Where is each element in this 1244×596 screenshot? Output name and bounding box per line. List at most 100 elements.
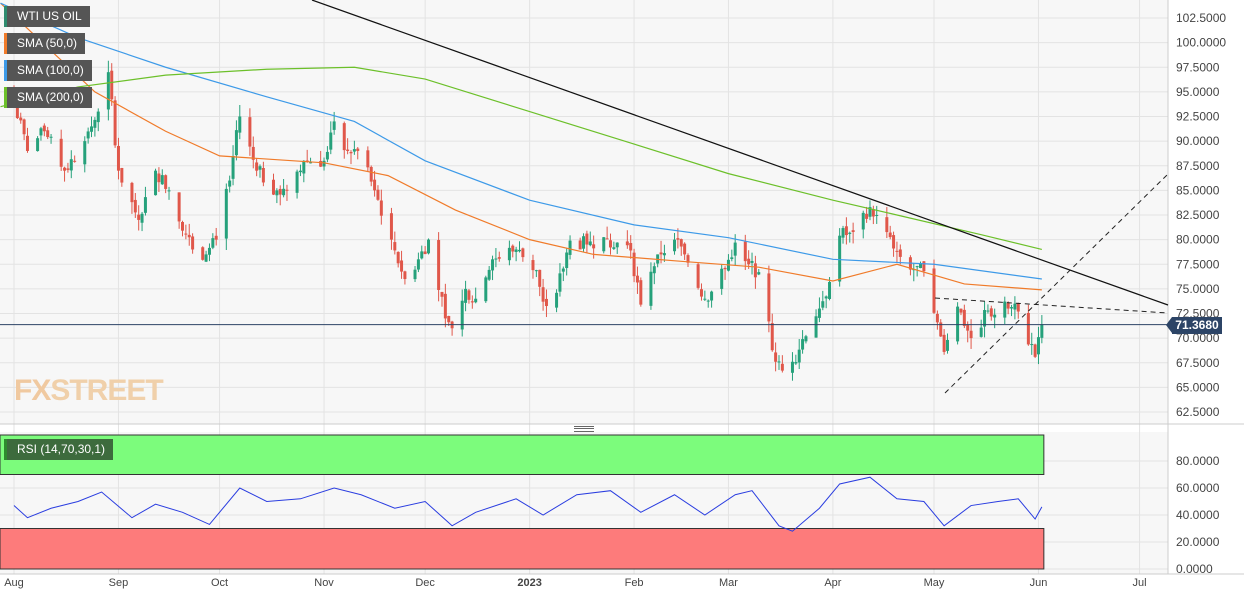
candle-body	[565, 252, 569, 269]
price-panel-bg	[0, 0, 1168, 424]
legend-symbol[interactable]: WTI US OIL	[4, 6, 90, 27]
y-tick-label: 95.0000	[1176, 85, 1220, 99]
candle-body	[750, 260, 754, 263]
y-tick-label: 70.0000	[1176, 331, 1220, 345]
candle-body	[63, 167, 67, 171]
rsi-oversold-zone	[0, 528, 1045, 570]
candle-body	[993, 314, 997, 318]
x-tick-label: Aug	[4, 577, 24, 589]
y-tick-label: 97.5000	[1176, 60, 1220, 74]
candle-body	[160, 175, 164, 185]
y-tick-label: 85.0000	[1176, 183, 1220, 197]
candle-body	[413, 269, 417, 280]
candle-body	[285, 189, 289, 191]
x-tick-label: Jul	[1133, 577, 1147, 589]
rsi-y-tick-label: 60.0000	[1176, 481, 1220, 495]
x-tick-label: May	[924, 577, 945, 589]
candle-body	[494, 258, 498, 260]
candle-body	[679, 239, 683, 247]
candle-body	[1033, 344, 1037, 357]
candle-body	[774, 352, 778, 362]
candle-body	[1016, 303, 1020, 312]
candle-body	[305, 160, 309, 162]
candle-body	[255, 162, 259, 171]
candle-body	[959, 308, 963, 313]
y-tick-label: 82.5000	[1176, 208, 1220, 222]
candle-body	[248, 117, 252, 147]
rsi-y-tick-label: 20.0000	[1176, 535, 1220, 549]
candle-body	[915, 266, 919, 268]
candle-body	[167, 190, 171, 192]
candle-body	[743, 241, 747, 262]
candle-body	[659, 252, 663, 255]
candle-body	[204, 254, 208, 262]
candle-body	[838, 235, 842, 282]
candle-body	[747, 258, 751, 265]
candle-body	[555, 292, 559, 308]
candle-body	[224, 188, 228, 239]
candle-body	[25, 135, 29, 151]
panel-resize-handle[interactable]	[574, 426, 594, 432]
candle-body	[851, 230, 855, 232]
candle-body	[93, 119, 97, 128]
current-price-tag: 71.3680	[1166, 317, 1222, 334]
candle-body	[261, 168, 265, 183]
candle-body	[639, 280, 643, 305]
legend-sma100[interactable]: SMA (100,0)	[4, 60, 92, 81]
candle-body	[201, 247, 205, 260]
candle-body	[423, 251, 427, 255]
candle-body	[585, 233, 589, 245]
candle-body	[544, 298, 548, 307]
candle-body	[181, 222, 184, 231]
candle-body	[416, 259, 420, 270]
candle-body	[440, 291, 444, 297]
sma-line-100	[0, 2, 1042, 280]
candle-body	[332, 121, 336, 130]
candle-body	[325, 151, 329, 160]
candle-body	[1026, 312, 1030, 345]
candle-body	[69, 159, 73, 171]
candle-body	[133, 199, 137, 213]
candle-body	[460, 300, 464, 330]
candle-body	[956, 306, 960, 342]
candle-body	[962, 309, 966, 326]
candle-body	[1003, 301, 1007, 318]
legend-sma200[interactable]: SMA (200,0)	[4, 87, 92, 108]
legend-sma50[interactable]: SMA (50,0)	[4, 33, 86, 54]
candle-body	[437, 240, 441, 290]
candle-body	[214, 235, 218, 240]
candle-body	[140, 213, 144, 223]
candle-body	[376, 189, 380, 200]
candle-body	[19, 117, 23, 121]
rsi-y-tick-label: 0.0000	[1176, 562, 1213, 576]
y-tick-label: 80.0000	[1176, 233, 1220, 247]
candle-body	[568, 240, 572, 255]
candle-body	[733, 242, 737, 256]
candle-body	[875, 215, 879, 216]
x-tick-label: Jun	[1030, 577, 1048, 589]
candle-body	[191, 236, 195, 250]
candle-body	[96, 111, 100, 123]
candle-body	[578, 240, 582, 250]
candle-body	[932, 268, 936, 313]
candle-body	[251, 146, 255, 160]
candle-body	[106, 72, 110, 110]
candle-body	[116, 145, 120, 171]
y-tick-label: 102.5000	[1176, 11, 1226, 25]
candle-body	[861, 212, 865, 230]
x-tick-label: Dec	[415, 577, 435, 589]
candle-body	[271, 179, 275, 195]
candle-body	[895, 250, 899, 252]
logo-fx: FX	[14, 374, 51, 407]
candle-body	[592, 244, 596, 249]
legend-rsi[interactable]: RSI (14,70,30,1)	[4, 439, 114, 460]
x-tick-label: Sep	[109, 577, 129, 589]
candle-body	[352, 149, 356, 152]
candle-body	[1040, 324, 1044, 338]
candle-body	[113, 100, 117, 146]
candle-body	[427, 239, 431, 254]
candle-body	[790, 361, 794, 373]
candle-body	[662, 253, 666, 256]
candle-body	[582, 236, 586, 249]
